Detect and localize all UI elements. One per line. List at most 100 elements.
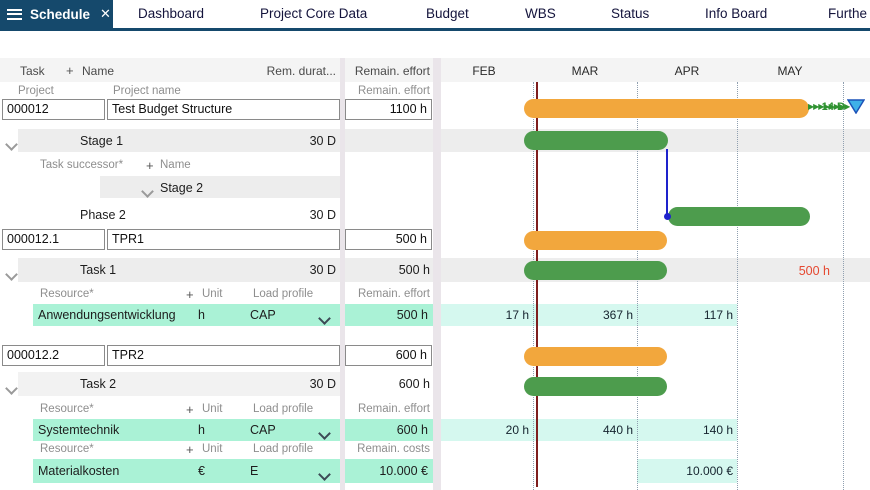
- gridline-jun: [843, 82, 844, 490]
- gantt-bar-task2[interactable]: [524, 377, 667, 396]
- tab-schedule-label: Schedule: [30, 6, 91, 22]
- tab-further[interactable]: Furthe: [828, 6, 868, 21]
- resource1-load-profile-dropdown-icon[interactable]: [318, 310, 331, 328]
- milestone-marker-icon[interactable]: [847, 99, 865, 114]
- subheader-project: Project: [18, 85, 54, 97]
- month-label-mar: MAR: [571, 64, 599, 78]
- resource2-header-unit: Unit: [202, 403, 223, 415]
- tpr2-name-input[interactable]: TPR2: [107, 345, 340, 366]
- tab-bar: Schedule ✕ Dashboard Project Core Data B…: [0, 0, 870, 31]
- stage2-row-band: [100, 176, 341, 198]
- stage1-row-band: [18, 129, 870, 152]
- resource1-feb-value[interactable]: 17 h: [505, 308, 529, 322]
- tab-dashboard[interactable]: Dashboard: [138, 6, 205, 21]
- stage1-expand-icon[interactable]: [5, 136, 18, 154]
- resource2-unit[interactable]: h: [198, 423, 205, 437]
- tab-status[interactable]: Status: [611, 6, 650, 21]
- resource3-load-profile-dropdown-icon[interactable]: [318, 466, 331, 484]
- resource1-apr-value[interactable]: 117 h: [703, 308, 733, 322]
- month-label-may: MAY: [777, 64, 803, 78]
- task2-expand-icon[interactable]: [5, 380, 18, 398]
- stage1-name[interactable]: Stage 1: [80, 134, 124, 148]
- project-effort-input[interactable]: 1100 h: [345, 99, 432, 120]
- successor-header-name: Name: [160, 159, 191, 171]
- tpr1-effort-input[interactable]: 500 h: [345, 229, 432, 250]
- resource1-value[interactable]: 500 h: [396, 308, 428, 322]
- task1-expand-icon[interactable]: [5, 266, 18, 284]
- resource2-row-band: [33, 419, 341, 441]
- col-header-name[interactable]: Name: [82, 64, 115, 78]
- stage2-expand-icon[interactable]: [141, 183, 154, 201]
- gridline-mar: [533, 82, 534, 490]
- add-column-icon[interactable]: +: [66, 63, 74, 78]
- tpr1-id-input[interactable]: 000012.1: [2, 229, 105, 250]
- resource2-mar-value[interactable]: 440 h: [602, 423, 633, 437]
- gantt-bar-tpr2[interactable]: [524, 347, 667, 366]
- resource1-mar-value[interactable]: 367 h: [602, 308, 633, 322]
- task1-effort: 500 h: [398, 263, 430, 277]
- resource3-apr-value[interactable]: 10.000 €: [686, 464, 733, 478]
- stage2-name[interactable]: Stage 2: [160, 181, 204, 195]
- task1-row-band: [18, 258, 870, 282]
- add-successor-icon[interactable]: +: [146, 158, 154, 173]
- resource2-value[interactable]: 600 h: [396, 423, 428, 437]
- task1-duration: 30 D: [309, 263, 336, 277]
- gridline-apr: [637, 82, 638, 490]
- phase2-duration: 30 D: [309, 208, 336, 222]
- tab-info-board[interactable]: Info Board: [705, 6, 768, 21]
- resource1-header-unit: Unit: [202, 288, 223, 300]
- project-id-input[interactable]: 000012: [2, 99, 105, 120]
- task1-overload-value: 500 h: [798, 264, 830, 278]
- add-resource3-icon[interactable]: +: [186, 442, 194, 457]
- resource3-value[interactable]: 10.000 €: [379, 464, 428, 478]
- close-tab-icon[interactable]: ✕: [100, 6, 111, 21]
- resource1-header-value: Remain. effort: [357, 288, 430, 300]
- task2-name[interactable]: Task 2: [80, 377, 117, 391]
- resource3-load-profile[interactable]: E: [250, 464, 259, 478]
- slack-arrows-icon: ▶▶▶▶▶▶▶▶: [808, 102, 850, 111]
- gantt-bar-tpr1[interactable]: [524, 231, 667, 250]
- resource2-effort-cell-bg: [345, 419, 433, 441]
- resource3-name[interactable]: Materialkosten: [38, 464, 120, 478]
- task1-name[interactable]: Task 1: [80, 263, 117, 277]
- project-name-input[interactable]: Test Budget Structure: [107, 99, 340, 120]
- add-resource1-icon[interactable]: +: [186, 287, 194, 302]
- tpr2-id-input[interactable]: 000012.2: [2, 345, 105, 366]
- resource2-load-profile[interactable]: CAP: [250, 423, 276, 437]
- col-header-remain-effort[interactable]: Remain. effort: [354, 64, 430, 78]
- tpr2-effort-input[interactable]: 600 h: [345, 345, 432, 366]
- phase2-name[interactable]: Phase 2: [80, 208, 126, 222]
- resource3-gantt-band: [637, 459, 737, 483]
- resource3-costs-cell-bg: [345, 459, 433, 483]
- resource1-name[interactable]: Anwendungsentwicklung: [38, 308, 176, 322]
- resource1-header-label: Resource*: [40, 288, 94, 300]
- gantt-bar-project-000012[interactable]: [524, 99, 809, 118]
- resource2-feb-value[interactable]: 20 h: [505, 423, 529, 437]
- tab-project-core-data[interactable]: Project Core Data: [260, 6, 368, 21]
- resource2-name[interactable]: Systemtechnik: [38, 423, 120, 437]
- resource2-load-profile-dropdown-icon[interactable]: [318, 425, 331, 443]
- column-separator-1: [340, 58, 345, 490]
- resource1-load-profile[interactable]: CAP: [250, 308, 276, 322]
- resource3-unit[interactable]: €: [198, 464, 205, 478]
- dependency-link-dot: [664, 213, 671, 220]
- tab-budget[interactable]: Budget: [426, 6, 469, 21]
- resource1-effort-cell-bg: [345, 304, 433, 326]
- resource1-unit[interactable]: h: [198, 308, 205, 322]
- add-resource2-icon[interactable]: +: [186, 402, 194, 417]
- tpr1-name-input[interactable]: TPR1: [107, 229, 340, 250]
- hamburger-menu-icon[interactable]: [7, 8, 22, 20]
- resource2-apr-value[interactable]: 140 h: [702, 423, 733, 437]
- col-header-rem-duration[interactable]: Rem. durat...: [266, 64, 336, 78]
- gantt-bar-stage1[interactable]: [524, 131, 668, 150]
- resource1-row-band: [33, 304, 341, 326]
- gantt-bar-task1[interactable]: [524, 261, 667, 280]
- subheader-project-name: Project name: [113, 85, 181, 97]
- tab-wbs[interactable]: WBS: [525, 6, 556, 21]
- gridline-may: [737, 82, 738, 490]
- col-header-task[interactable]: Task: [20, 64, 45, 78]
- resource1-gantt-band: [441, 304, 737, 326]
- gantt-bar-phase2[interactable]: [668, 207, 810, 226]
- tab-schedule[interactable]: Schedule ✕: [0, 0, 113, 28]
- task2-effort: 600 h: [398, 377, 430, 391]
